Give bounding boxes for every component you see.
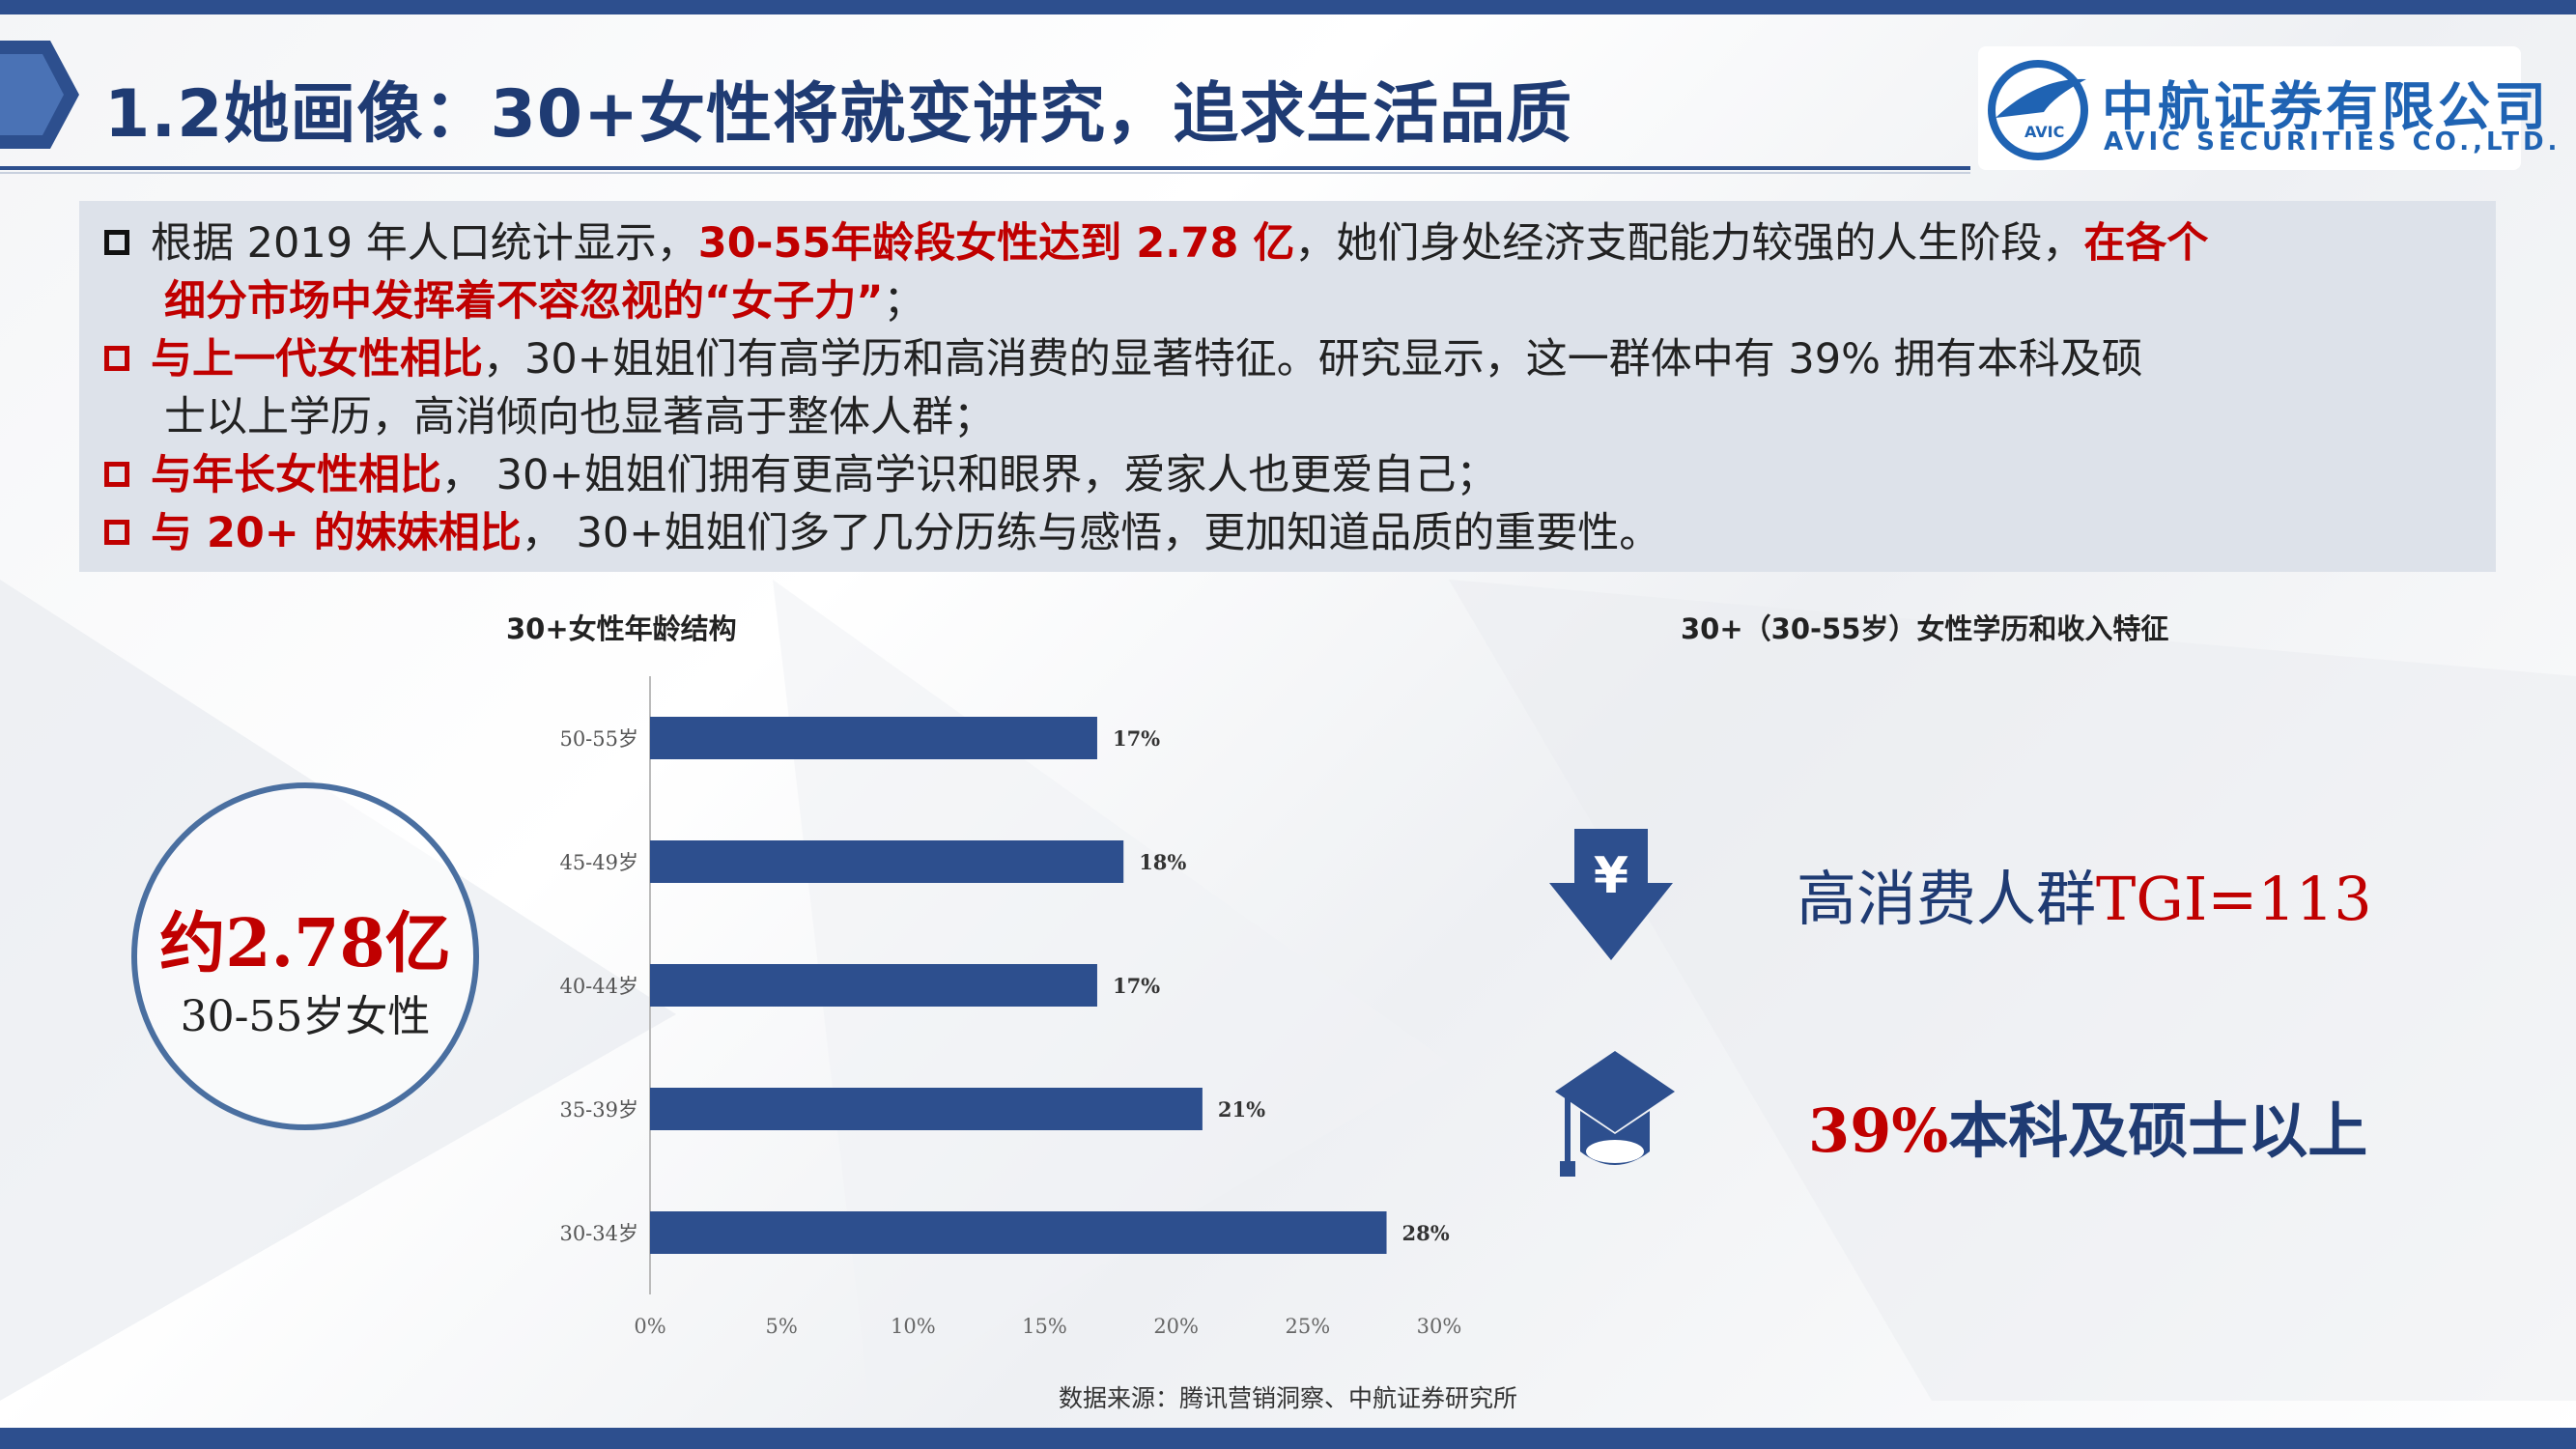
b2-l2-p0: 士以上学历，高消倾向也显著高于整体人群； <box>164 393 995 441</box>
bullet-box: 根据 2019 年人口统计显示，30-55年龄段女性达到 2.78 亿，她们身处… <box>79 201 2496 572</box>
category-label-3: 35-39岁 <box>559 1098 638 1122</box>
x-tick-label-4: 20% <box>1153 1315 1199 1338</box>
feature-2-value: 39% <box>1808 1095 1949 1166</box>
x-tick-label-3: 15% <box>1022 1315 1067 1338</box>
circle-big-text: 约2.78亿 <box>159 905 451 982</box>
b1-p3: 在各个 <box>2083 219 2209 268</box>
logo-emblem-text: AVIC <box>2024 123 2064 141</box>
b3-p1: ， 30+姐姐们拥有更高学识和眼界，爱家人也更爱自己； <box>441 451 1498 499</box>
x-tick-label-2: 10% <box>891 1315 936 1338</box>
category-label-0: 50-55岁 <box>559 727 638 751</box>
b1-l2-p1: ； <box>883 277 925 326</box>
age-structure-bar-chart: 50-55岁 17% 45-49岁 18% 40-44岁 17% 35-39岁 21% 30-3… <box>559 676 1462 1338</box>
x-tick-label-6: 30% <box>1417 1315 1462 1338</box>
x-tick-label-0: 0% <box>634 1315 665 1338</box>
bullet-square-icon <box>104 229 129 255</box>
page-title: 1.2她画像：30+女性将就变讲究，追求生活品质 <box>104 76 1573 153</box>
b1-p2: ，她们身处经济支配能力较强的人生阶段， <box>1294 219 2084 268</box>
b1-p0: 根据 2019 年人口统计显示， <box>151 219 698 268</box>
b4-p1: ， 30+姐姐们多了几分历练与感悟，更加知道品质的重要性。 <box>521 509 1661 557</box>
feature-consumption: 高消费人群TGI=113 <box>1797 850 2372 937</box>
company-logo: AVIC 中航证券有限公司 AVIC SECURITIES CO.,LTD. <box>1978 46 2557 170</box>
avic-emblem-icon: AVIC <box>1988 60 2088 160</box>
b1-p1: 30-55年龄段女性达到 2.78 亿 <box>697 219 1295 268</box>
b3-p0: 与年长女性相比 <box>151 451 441 499</box>
logo-text-cn: 中航证券有限公司 <box>2102 76 2550 137</box>
b2-p1: ，30+姐姐们有高学历和高消费的显著特征。研究显示，这一群体中有 39% 拥有本… <box>483 335 2143 384</box>
bullet-4: 与 20+ 的妹妹相比， 30+姐姐们多了几分历练与感悟，更加知道品质的重要性。 <box>104 504 2471 562</box>
title-underline-light <box>0 172 1970 174</box>
bar-1 <box>650 840 1124 883</box>
category-label-1: 45-49岁 <box>559 851 638 874</box>
category-label-4: 30-34岁 <box>559 1222 638 1245</box>
category-label-2: 40-44岁 <box>559 975 638 998</box>
top-bar <box>0 0 2576 14</box>
chart-title: 30+女性年龄结构 <box>506 612 737 645</box>
feature-2-label: 本科及硕士以上 <box>1948 1095 2368 1166</box>
population-circle: 约2.78亿 30-55岁女性 <box>131 782 479 1130</box>
bullet-square-icon <box>104 461 129 487</box>
bullet-square-icon <box>104 519 129 545</box>
yen-down-arrow-icon: ¥ <box>1549 829 1673 960</box>
bar-2 <box>650 964 1097 1007</box>
logo-text-en: AVIC SECURITIES CO.,LTD. <box>2104 128 2562 156</box>
title-arrow-icon <box>0 41 79 149</box>
bar-3 <box>650 1088 1203 1130</box>
features-title: 30+（30-55岁）女性学历和收入特征 <box>1681 612 2169 645</box>
bullet-square-icon <box>104 345 129 371</box>
data-label-4: 28% <box>1402 1221 1450 1245</box>
b2-p0: 与上一代女性相比 <box>151 335 483 384</box>
title-underline <box>0 166 1970 170</box>
feature-education: 39%本科及硕士以上 <box>1808 1082 2367 1169</box>
x-tick-label-5: 25% <box>1285 1315 1330 1338</box>
bottom-bar <box>0 1428 2576 1449</box>
x-tick-label-1: 5% <box>766 1315 798 1338</box>
b4-p0: 与 20+ 的妹妹相比 <box>151 509 522 557</box>
bullet-3: 与年长女性相比， 30+姐姐们拥有更高学识和眼界，爱家人也更爱自己； <box>104 446 2471 504</box>
data-label-2: 17% <box>1113 974 1160 998</box>
circle-small-text: 30-55岁女性 <box>180 992 431 1041</box>
data-label-3: 21% <box>1218 1097 1265 1122</box>
bar-4 <box>650 1211 1387 1254</box>
bullet-2: 与上一代女性相比，30+姐姐们有高学历和高消费的显著特征。研究显示，这一群体中有… <box>104 330 2471 446</box>
bar-0 <box>650 717 1097 759</box>
data-label-0: 17% <box>1113 726 1160 751</box>
data-source: 数据来源：腾讯营销洞察、中航证券研究所 <box>1058 1384 1517 1412</box>
graduation-cap-icon <box>1555 1051 1675 1177</box>
b1-l2-p0: 细分市场中发挥着不容忽视的“女子力” <box>164 277 884 326</box>
bullet-1: 根据 2019 年人口统计显示，30-55年龄段女性达到 2.78 亿，她们身处… <box>104 214 2471 330</box>
feature-1-label: 高消费人群 <box>1797 864 2097 934</box>
data-label-1: 18% <box>1139 850 1186 874</box>
feature-1-value: TGI=113 <box>2096 864 2372 934</box>
svg-text:¥: ¥ <box>1594 847 1628 905</box>
